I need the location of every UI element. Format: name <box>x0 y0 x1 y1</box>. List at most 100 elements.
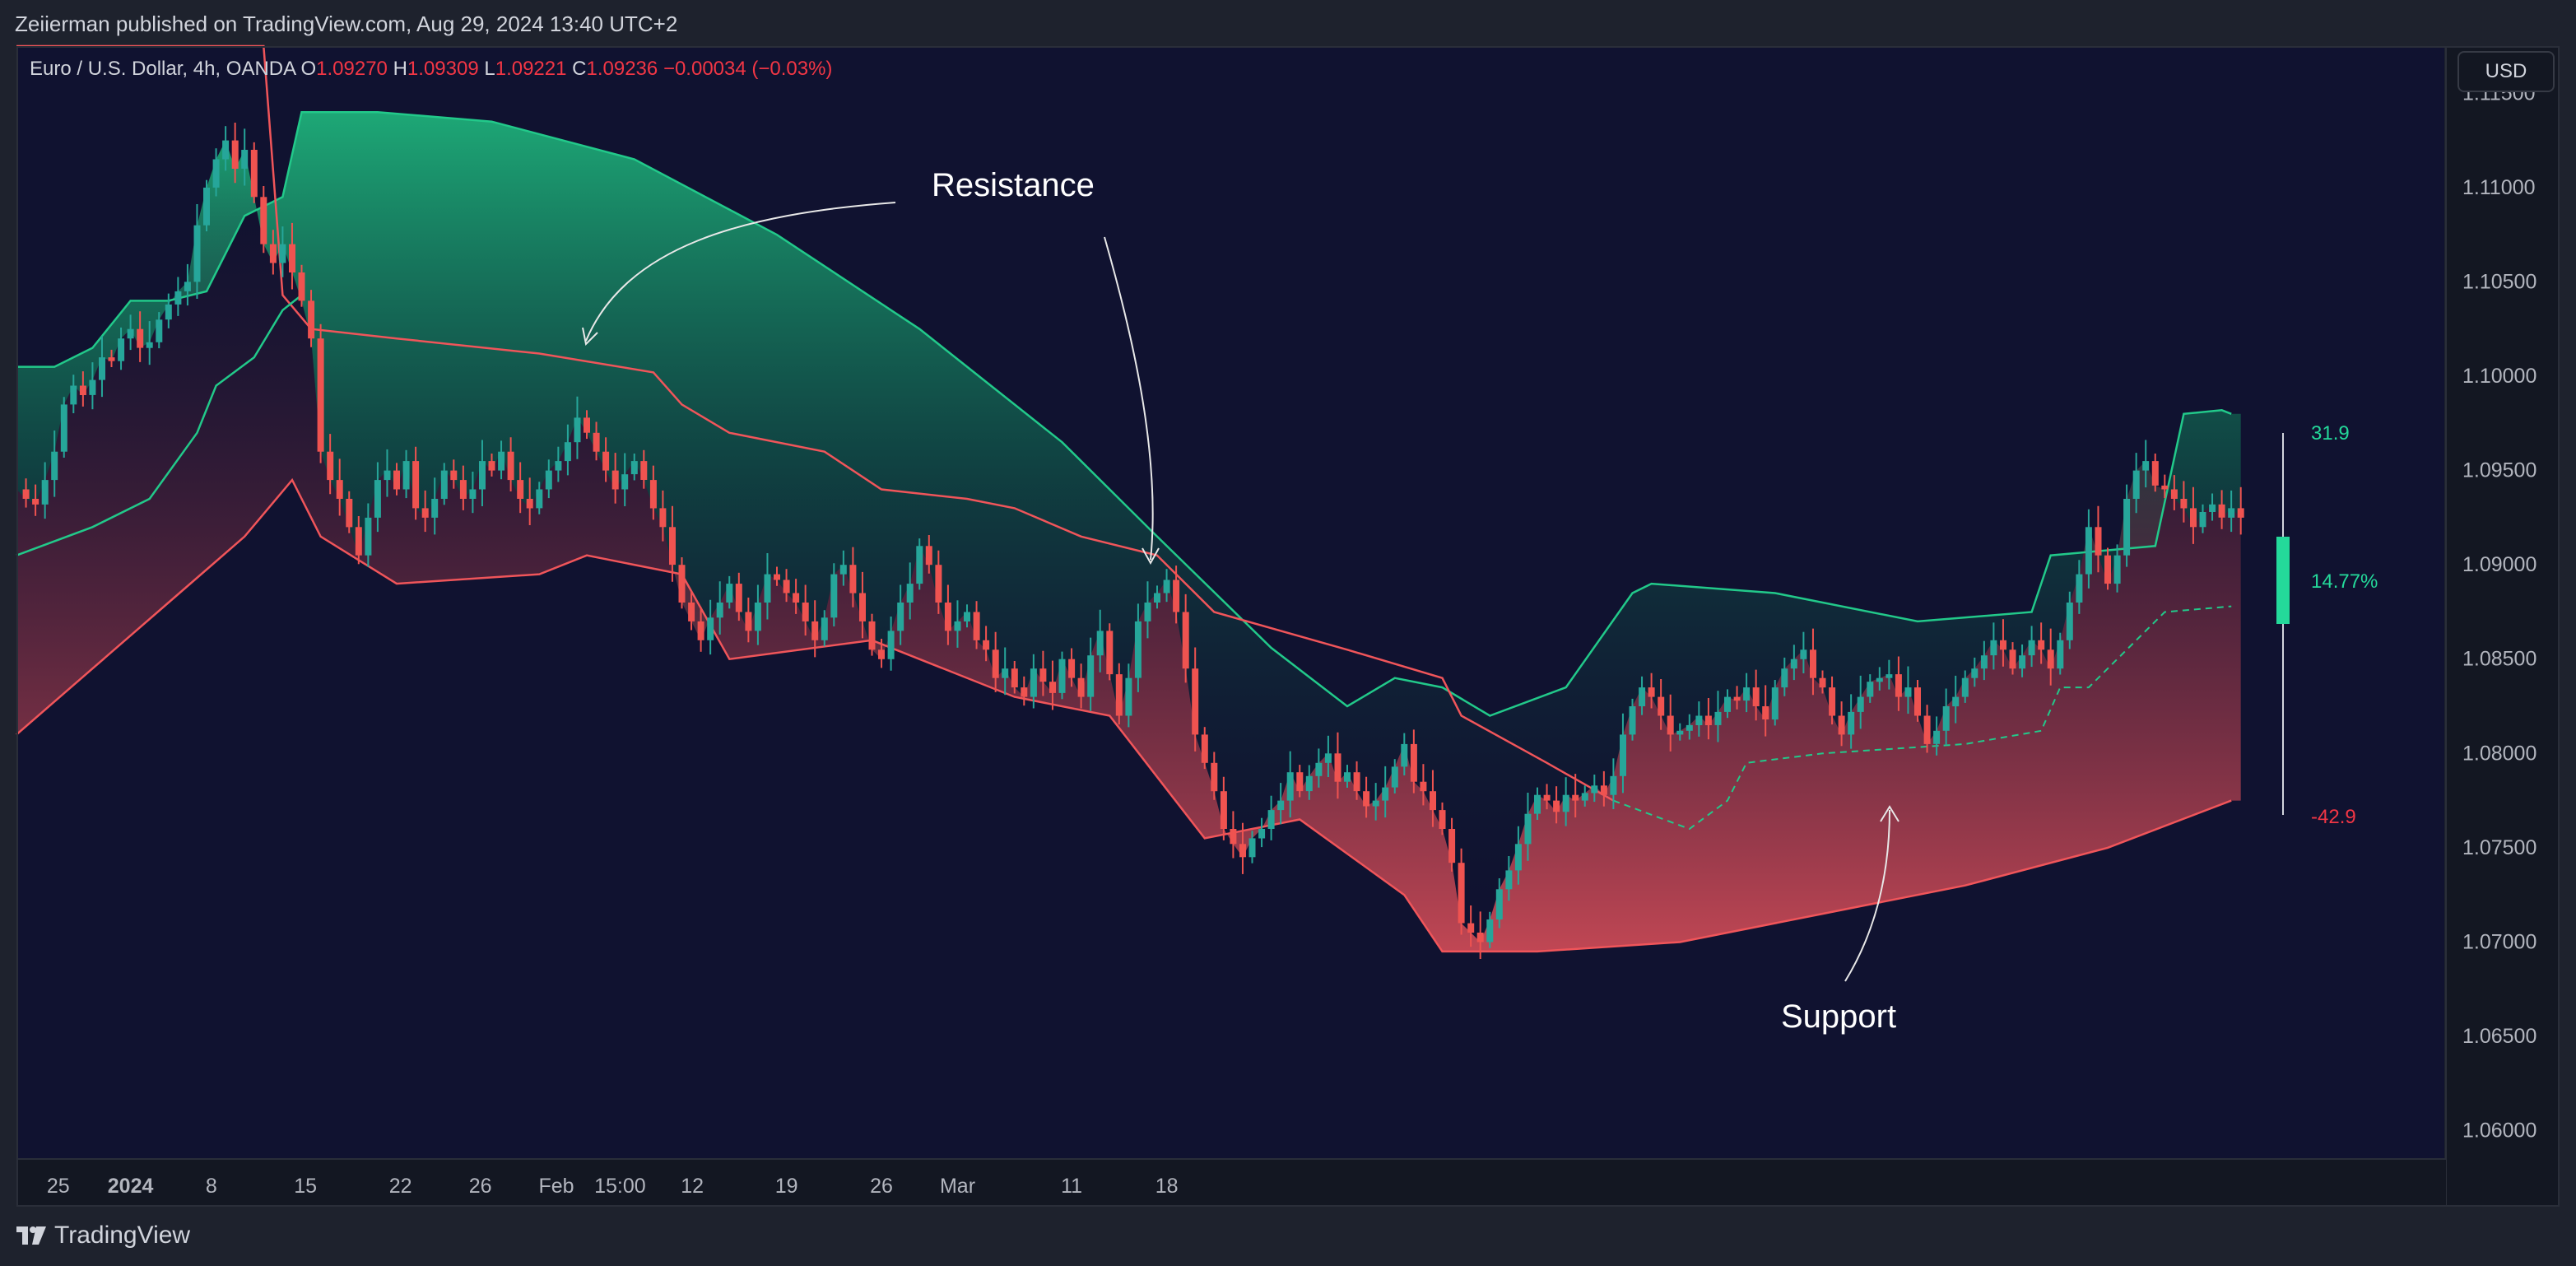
candle-body <box>887 631 895 659</box>
candle-body <box>2113 555 2121 584</box>
candle-body <box>1096 631 1104 656</box>
candle-body <box>1011 668 1018 688</box>
candle-body <box>1714 711 1722 725</box>
price-tick-label: 1.06500 <box>2462 1025 2536 1048</box>
candle-body <box>1771 687 1779 720</box>
candle-body <box>89 379 96 395</box>
support-arrow-curve <box>1844 809 1890 982</box>
candle-body <box>2066 603 2073 640</box>
candle-body <box>70 385 77 405</box>
candle-body <box>1933 730 1941 744</box>
candle-body <box>421 508 429 518</box>
candle-body <box>279 244 286 263</box>
gauge: 31.9 14.77% -42.9 <box>2276 422 2378 828</box>
time-axis[interactable]: 25 2024 8 15 22 26 Feb 15:00 12 19 26 Mar 11 18 <box>47 1175 1179 1198</box>
candle-body <box>1324 753 1332 763</box>
price-tick-label: 1.07000 <box>2462 931 2536 954</box>
support-fill <box>16 140 2241 952</box>
candle-body <box>830 574 838 618</box>
candle-body <box>2161 485 2169 490</box>
candle-body <box>222 140 230 160</box>
candle-body <box>1524 813 1532 845</box>
candle-body <box>479 461 486 490</box>
candle-body <box>1315 762 1323 776</box>
candle-body <box>1829 687 1836 716</box>
candle-body <box>507 451 514 481</box>
candle-body <box>384 470 391 481</box>
candle-body <box>839 565 847 575</box>
candle-body <box>193 225 201 282</box>
candle-body <box>916 546 923 584</box>
tradingview-logo-icon <box>16 1226 46 1245</box>
resistance-arrow-curve-2 <box>1104 236 1154 561</box>
candle-body <box>298 272 305 301</box>
candle-body <box>574 417 581 443</box>
candle-body <box>459 480 467 499</box>
candle-body <box>1467 923 1475 933</box>
candle-body <box>1800 649 1807 659</box>
candle-body <box>184 282 191 291</box>
candle-body <box>1115 674 1123 716</box>
candle-body <box>2199 512 2206 528</box>
candle-body <box>1248 838 1256 858</box>
price-tick-label: 1.08000 <box>2462 742 2536 765</box>
candle-body <box>1106 631 1114 675</box>
price-tick-label: 1.06000 <box>2462 1119 2536 1143</box>
candle-body <box>992 649 999 678</box>
candle-body <box>2028 640 2035 656</box>
candle-body <box>1372 800 1379 807</box>
candle-body <box>165 304 172 320</box>
candle-body <box>108 357 115 361</box>
time-tick-label: 15 <box>294 1175 317 1198</box>
candle-body <box>2000 640 2006 650</box>
candle-body <box>127 328 134 339</box>
candle-body <box>954 621 961 631</box>
candle-body <box>1049 682 1056 693</box>
time-tick-label: 19 <box>775 1175 798 1198</box>
candle-body <box>1514 844 1522 871</box>
candle-body <box>716 603 723 618</box>
candle-body <box>821 617 828 640</box>
candle-body <box>1867 682 1874 697</box>
candle-body <box>536 489 543 509</box>
candle-body <box>1886 674 1893 678</box>
price-tick-label: 1.09500 <box>2462 459 2536 482</box>
annotations: Resistance Support <box>582 167 1899 1035</box>
time-tick-label: 15:00 <box>594 1175 646 1198</box>
candle-body <box>1600 785 1607 795</box>
candle-body <box>469 489 477 499</box>
candle-body <box>735 584 742 612</box>
candles[interactable] <box>22 123 2244 959</box>
candle-body <box>1420 781 1427 792</box>
candle-body <box>944 603 951 631</box>
resistance-arrow-curve <box>585 202 896 342</box>
candle-body <box>1591 785 1598 794</box>
candle-body <box>754 603 761 631</box>
candle-body <box>1857 696 1864 712</box>
candle-body <box>1410 743 1417 782</box>
candle-body <box>1448 829 1456 863</box>
candle-body <box>621 474 629 490</box>
candle-body <box>2038 640 2045 650</box>
close-value: 1.09236 <box>586 58 658 80</box>
tradingview-brand[interactable]: TradingView <box>16 1222 190 1250</box>
candle-body <box>1562 794 1569 812</box>
price-axis[interactable]: 1.115001.110001.105001.100001.095001.090… <box>2462 81 2536 1142</box>
candle-body <box>707 617 714 640</box>
candle-body <box>1163 579 1170 593</box>
published-caption: Zeiierman published on TradingView.com, … <box>15 12 678 36</box>
candle-body <box>678 565 686 603</box>
candle-body <box>450 470 458 481</box>
currency-button[interactable]: USD <box>2457 51 2555 92</box>
candle-body <box>2228 508 2235 518</box>
candle-body <box>1363 791 1370 807</box>
time-tick-label: 8 <box>206 1175 217 1198</box>
candle-body <box>1439 810 1446 829</box>
candle-body <box>1990 640 1997 656</box>
candle-body <box>1430 791 1436 811</box>
candle-body <box>2085 527 2092 575</box>
candle-body <box>1030 668 1037 697</box>
low-value: 1.09221 <box>495 58 567 80</box>
candle-body <box>764 574 771 603</box>
